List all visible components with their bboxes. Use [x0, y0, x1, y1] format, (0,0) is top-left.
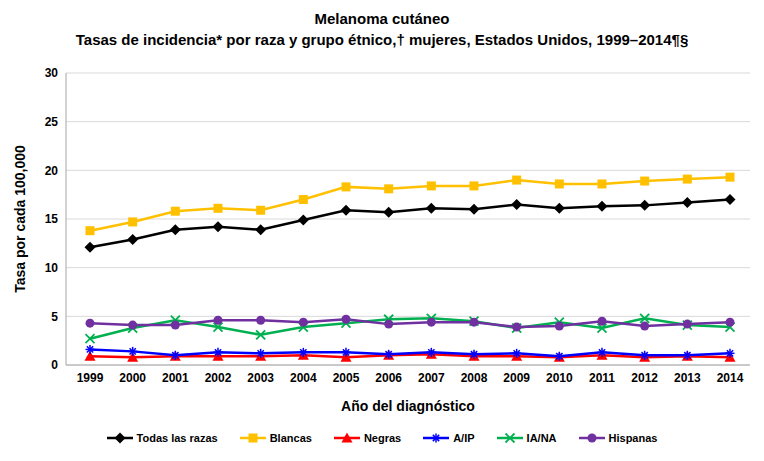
- html-text:Melanoma cutáneo: Melanoma cutáneo: [314, 10, 450, 27]
- svg-text:1999: 1999: [77, 371, 104, 385]
- html-text:Blancas: Blancas: [269, 432, 312, 444]
- svg-text:2014: 2014: [717, 371, 744, 385]
- svg-text:2010: 2010: [546, 371, 573, 385]
- svg-text:Tasa por cada 100,000: Tasa por cada 100,000: [12, 145, 28, 293]
- svg-text:2003: 2003: [247, 371, 274, 385]
- svg-text:20: 20: [45, 164, 59, 178]
- svg-text:2011: 2011: [589, 371, 615, 385]
- html-text:Negras: Negras: [363, 432, 402, 444]
- svg-text:Año del diagnóstico: Año del diagnóstico: [341, 398, 475, 414]
- svg-text:2001: 2001: [162, 371, 189, 385]
- svg-text:0: 0: [51, 358, 58, 372]
- html-text:Todas las razas: Todas las razas: [136, 432, 218, 444]
- svg-text:2007: 2007: [418, 371, 445, 385]
- svg-text:2008: 2008: [461, 371, 488, 385]
- svg-text:2009: 2009: [503, 371, 530, 385]
- svg-text:25: 25: [45, 115, 59, 129]
- svg-text:2005: 2005: [333, 371, 360, 385]
- svg-text:2012: 2012: [631, 371, 658, 385]
- svg-text:15: 15: [45, 212, 59, 226]
- svg-text:2000: 2000: [119, 371, 146, 385]
- html-text:Tasas de incidencia* por raza: Tasas de incidencia* por raza y grupo ét…: [75, 31, 689, 48]
- html-text:IA/NA: IA/NA: [526, 432, 557, 444]
- svg-text:30: 30: [45, 66, 59, 80]
- svg-text:2004: 2004: [290, 371, 317, 385]
- svg-text:2013: 2013: [674, 371, 701, 385]
- svg-text:10: 10: [45, 261, 59, 275]
- svg-text:5: 5: [51, 310, 58, 324]
- html-text:Hispanas: Hispanas: [608, 432, 658, 444]
- html-text:A/IP: A/IP: [453, 432, 475, 444]
- svg-text:2002: 2002: [205, 371, 232, 385]
- svg-text:2006: 2006: [375, 371, 402, 385]
